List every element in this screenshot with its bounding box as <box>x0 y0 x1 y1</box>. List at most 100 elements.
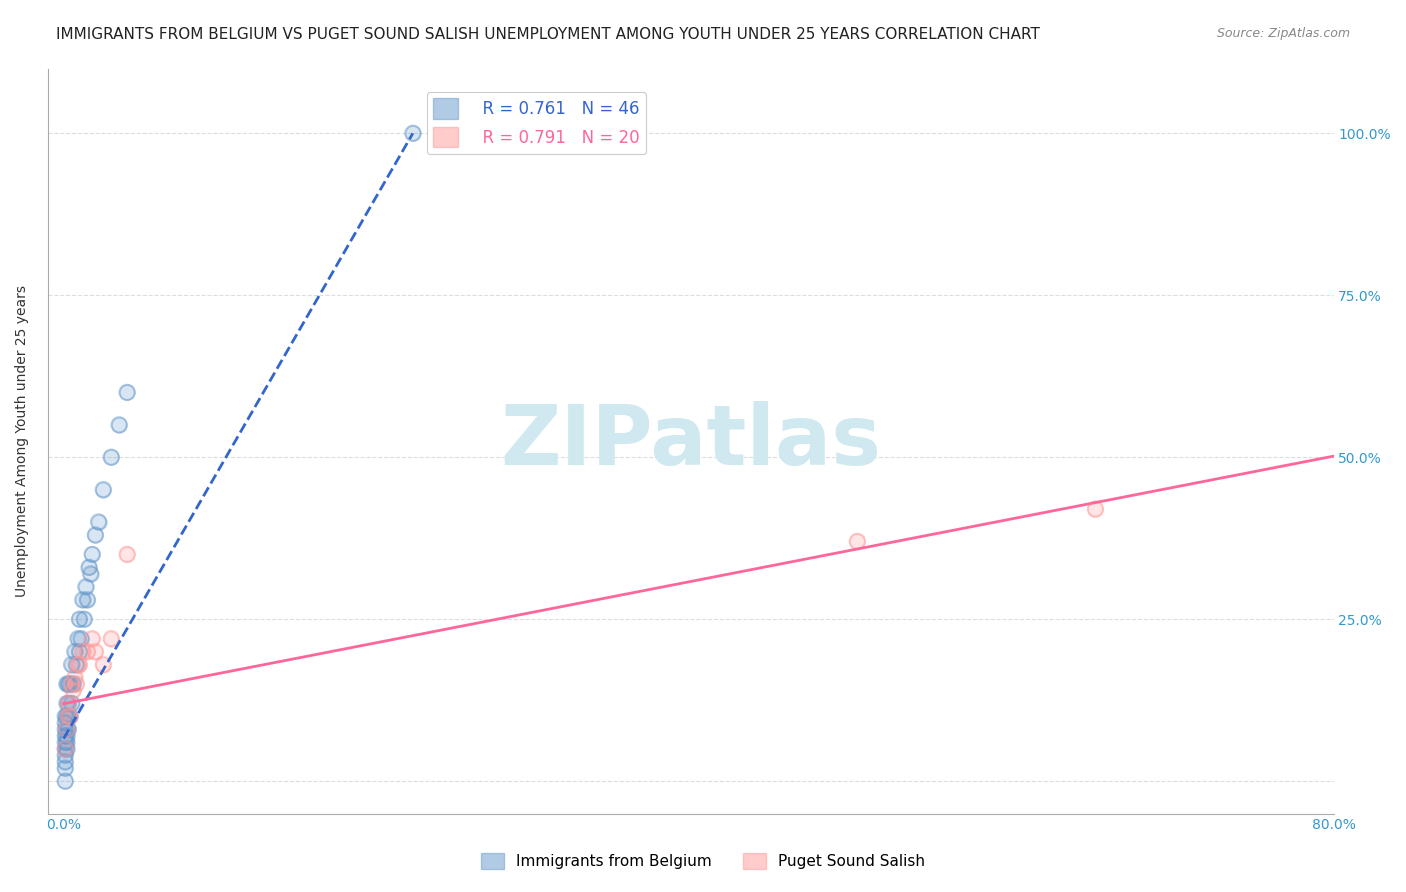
Point <box>75 580 97 594</box>
Point <box>63 644 86 658</box>
Point <box>76 644 98 658</box>
Point <box>53 741 76 756</box>
Point <box>69 612 91 626</box>
Point <box>58 677 80 691</box>
Point <box>58 709 80 723</box>
Point <box>56 723 79 737</box>
Point <box>56 735 79 749</box>
Point <box>69 612 91 626</box>
Point <box>59 677 82 691</box>
Point <box>53 755 76 769</box>
Point <box>72 644 94 658</box>
Point <box>63 671 86 685</box>
Legend:   R = 0.761   N = 46,   R = 0.791   N = 20: R = 0.761 N = 46, R = 0.791 N = 20 <box>426 92 645 154</box>
Point <box>53 774 76 789</box>
Point <box>66 657 89 672</box>
Legend: Immigrants from Belgium, Puget Sound Salish: Immigrants from Belgium, Puget Sound Sal… <box>475 847 931 875</box>
Y-axis label: Unemployment Among Youth under 25 years: Unemployment Among Youth under 25 years <box>15 285 30 597</box>
Point <box>58 723 80 737</box>
Point <box>82 548 104 562</box>
Point <box>65 677 87 691</box>
Point <box>53 709 76 723</box>
Point <box>53 729 76 743</box>
Point <box>91 483 114 497</box>
Point <box>77 560 100 574</box>
Point <box>69 657 91 672</box>
Point <box>58 697 80 711</box>
Point <box>56 697 79 711</box>
Point <box>79 566 101 581</box>
Point <box>84 528 107 542</box>
Point <box>63 644 86 658</box>
Point <box>66 632 89 646</box>
Text: Source: ZipAtlas.com: Source: ZipAtlas.com <box>1216 27 1350 40</box>
Point <box>58 709 80 723</box>
Point <box>108 417 131 432</box>
Point <box>100 632 122 646</box>
Point <box>58 723 80 737</box>
Point <box>56 709 79 723</box>
Point <box>82 632 104 646</box>
Point <box>73 612 96 626</box>
Point <box>846 534 869 549</box>
Point <box>53 755 76 769</box>
Point <box>87 515 110 529</box>
Point <box>69 644 91 658</box>
Point <box>69 657 91 672</box>
Point <box>91 657 114 672</box>
Point <box>62 683 84 698</box>
Point <box>60 657 83 672</box>
Point <box>60 677 83 691</box>
Point <box>66 657 89 672</box>
Point <box>56 723 79 737</box>
Point <box>62 683 84 698</box>
Point <box>66 632 89 646</box>
Point <box>53 723 76 737</box>
Text: ZIPatlas: ZIPatlas <box>501 401 882 482</box>
Point <box>77 560 100 574</box>
Point <box>70 632 93 646</box>
Point <box>87 515 110 529</box>
Point <box>115 385 138 400</box>
Point <box>56 697 79 711</box>
Point <box>58 697 80 711</box>
Point <box>60 657 83 672</box>
Point <box>59 709 82 723</box>
Point <box>53 729 76 743</box>
Point <box>56 677 79 691</box>
Point <box>58 709 80 723</box>
Point <box>72 644 94 658</box>
Point <box>58 677 80 691</box>
Point <box>100 632 122 646</box>
Point <box>58 697 80 711</box>
Point <box>100 450 122 465</box>
Point <box>53 741 76 756</box>
Point <box>56 741 79 756</box>
Point <box>100 450 122 465</box>
Point <box>56 741 79 756</box>
Point <box>53 715 76 730</box>
Point <box>59 709 82 723</box>
Point <box>82 548 104 562</box>
Point <box>53 761 76 775</box>
Point <box>60 677 83 691</box>
Point <box>72 592 94 607</box>
Point <box>91 483 114 497</box>
Point <box>56 677 79 691</box>
Point <box>56 709 79 723</box>
Point <box>63 671 86 685</box>
Point <box>72 592 94 607</box>
Point <box>56 729 79 743</box>
Point <box>59 709 82 723</box>
Point <box>1084 502 1107 516</box>
Point <box>65 677 87 691</box>
Point <box>115 548 138 562</box>
Point <box>53 735 76 749</box>
Point <box>82 632 104 646</box>
Point <box>58 709 80 723</box>
Point <box>76 644 98 658</box>
Point <box>62 677 84 691</box>
Point <box>53 774 76 789</box>
Point <box>59 677 82 691</box>
Point <box>56 735 79 749</box>
